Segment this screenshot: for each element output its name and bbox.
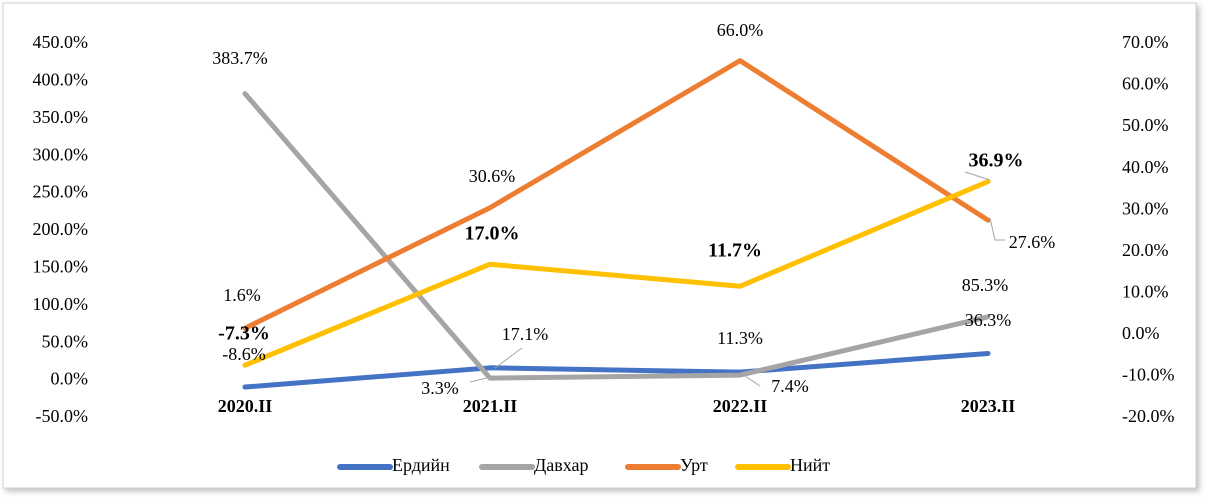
y-tick-label: 400.0%	[33, 70, 89, 90]
data-label: 27.6%	[1009, 232, 1056, 252]
y-tick-label: 450.0%	[33, 32, 89, 52]
data-label: 36.9%	[969, 150, 1024, 172]
y2-tick-label: 70.0%	[1122, 32, 1169, 52]
y-tick-label: 250.0%	[33, 182, 89, 202]
leader-line	[469, 375, 496, 383]
leader-line	[744, 375, 761, 387]
y-tick-label: 200.0%	[33, 219, 89, 239]
y2-tick-label: 20.0%	[1122, 240, 1169, 260]
y2-tick-label: 60.0%	[1122, 74, 1169, 94]
y2-tick-label: -20.0%	[1122, 406, 1175, 426]
data-label: 66.0%	[717, 20, 764, 40]
y2-tick-label: 10.0%	[1122, 281, 1169, 301]
y-tick-label: 300.0%	[33, 144, 89, 164]
x-tick-label: 2023.II	[961, 396, 1016, 416]
data-label: 17.1%	[502, 324, 549, 344]
y-tick-label: -50.0%	[36, 406, 89, 426]
y2-tick-label: 40.0%	[1122, 157, 1169, 177]
y-tick-label: 350.0%	[33, 107, 89, 127]
y2-tick-label: 30.0%	[1122, 198, 1169, 218]
data-label: 3.3%	[421, 378, 459, 398]
chart-frame	[2, 2, 1197, 489]
series-line	[242, 91, 991, 381]
data-label: 17.0%	[465, 223, 520, 245]
legend-label: Ердийн	[392, 455, 450, 475]
leader-line	[989, 217, 1005, 241]
data-label: -7.3%	[218, 323, 270, 345]
data-label: 85.3%	[962, 275, 1009, 295]
data-label: 30.6%	[469, 166, 516, 186]
y2-tick-label: -10.0%	[1122, 365, 1175, 385]
y-tick-label: 50.0%	[42, 331, 89, 351]
data-label: 11.3%	[717, 328, 763, 348]
data-label: 383.7%	[212, 48, 268, 68]
y2-tick-label: 50.0%	[1122, 115, 1169, 135]
leader-line	[964, 171, 991, 181]
y-tick-label: 150.0%	[33, 257, 89, 277]
data-label: -8.6%	[222, 344, 266, 364]
legend-label: Нийт	[790, 455, 830, 475]
series-line	[242, 179, 991, 368]
leader-line	[494, 347, 523, 369]
series-line	[242, 58, 991, 331]
data-label: 7.4%	[771, 376, 809, 396]
x-tick-label: 2021.II	[463, 396, 518, 416]
data-label: 11.7%	[708, 240, 762, 262]
y2-tick-label: 0.0%	[1122, 323, 1160, 343]
x-tick-label: 2020.II	[218, 396, 273, 416]
x-tick-label: 2022.II	[713, 396, 768, 416]
y-tick-label: 0.0%	[51, 369, 89, 389]
data-label: 36.3%	[965, 310, 1012, 330]
legend-label: Урт	[680, 455, 708, 475]
series-line	[242, 350, 991, 390]
data-label: 1.6%	[223, 285, 261, 305]
legend-label: Давхар	[534, 455, 589, 475]
y-tick-label: 100.0%	[33, 294, 89, 314]
